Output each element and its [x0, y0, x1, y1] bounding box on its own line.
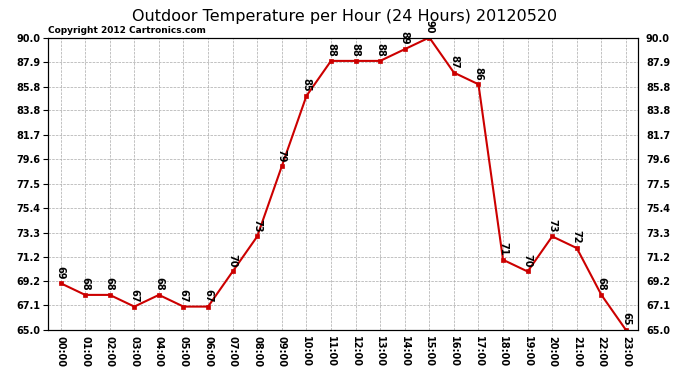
Text: 68: 68: [105, 277, 115, 291]
Text: 90: 90: [424, 20, 434, 33]
Text: 67: 67: [179, 289, 188, 302]
Text: 88: 88: [351, 43, 361, 57]
Text: 71: 71: [498, 242, 508, 256]
Text: Outdoor Temperature per Hour (24 Hours) 20120520: Outdoor Temperature per Hour (24 Hours) …: [132, 9, 558, 24]
Text: 65: 65: [621, 312, 631, 326]
Text: 67: 67: [129, 289, 139, 302]
Text: 89: 89: [400, 32, 410, 45]
Text: 87: 87: [449, 55, 459, 68]
Text: 68: 68: [154, 277, 164, 291]
Text: 79: 79: [277, 148, 287, 162]
Text: 72: 72: [572, 230, 582, 244]
Text: 68: 68: [80, 277, 90, 291]
Text: 67: 67: [203, 289, 213, 302]
Text: 86: 86: [473, 66, 484, 80]
Text: 85: 85: [302, 78, 311, 92]
Text: Copyright 2012 Cartronics.com: Copyright 2012 Cartronics.com: [48, 26, 206, 34]
Text: 88: 88: [326, 43, 336, 57]
Text: 70: 70: [228, 254, 237, 267]
Text: 70: 70: [522, 254, 533, 267]
Text: 88: 88: [375, 43, 385, 57]
Text: 73: 73: [253, 219, 262, 232]
Text: 73: 73: [547, 219, 558, 232]
Text: 69: 69: [56, 266, 66, 279]
Text: 68: 68: [596, 277, 607, 291]
